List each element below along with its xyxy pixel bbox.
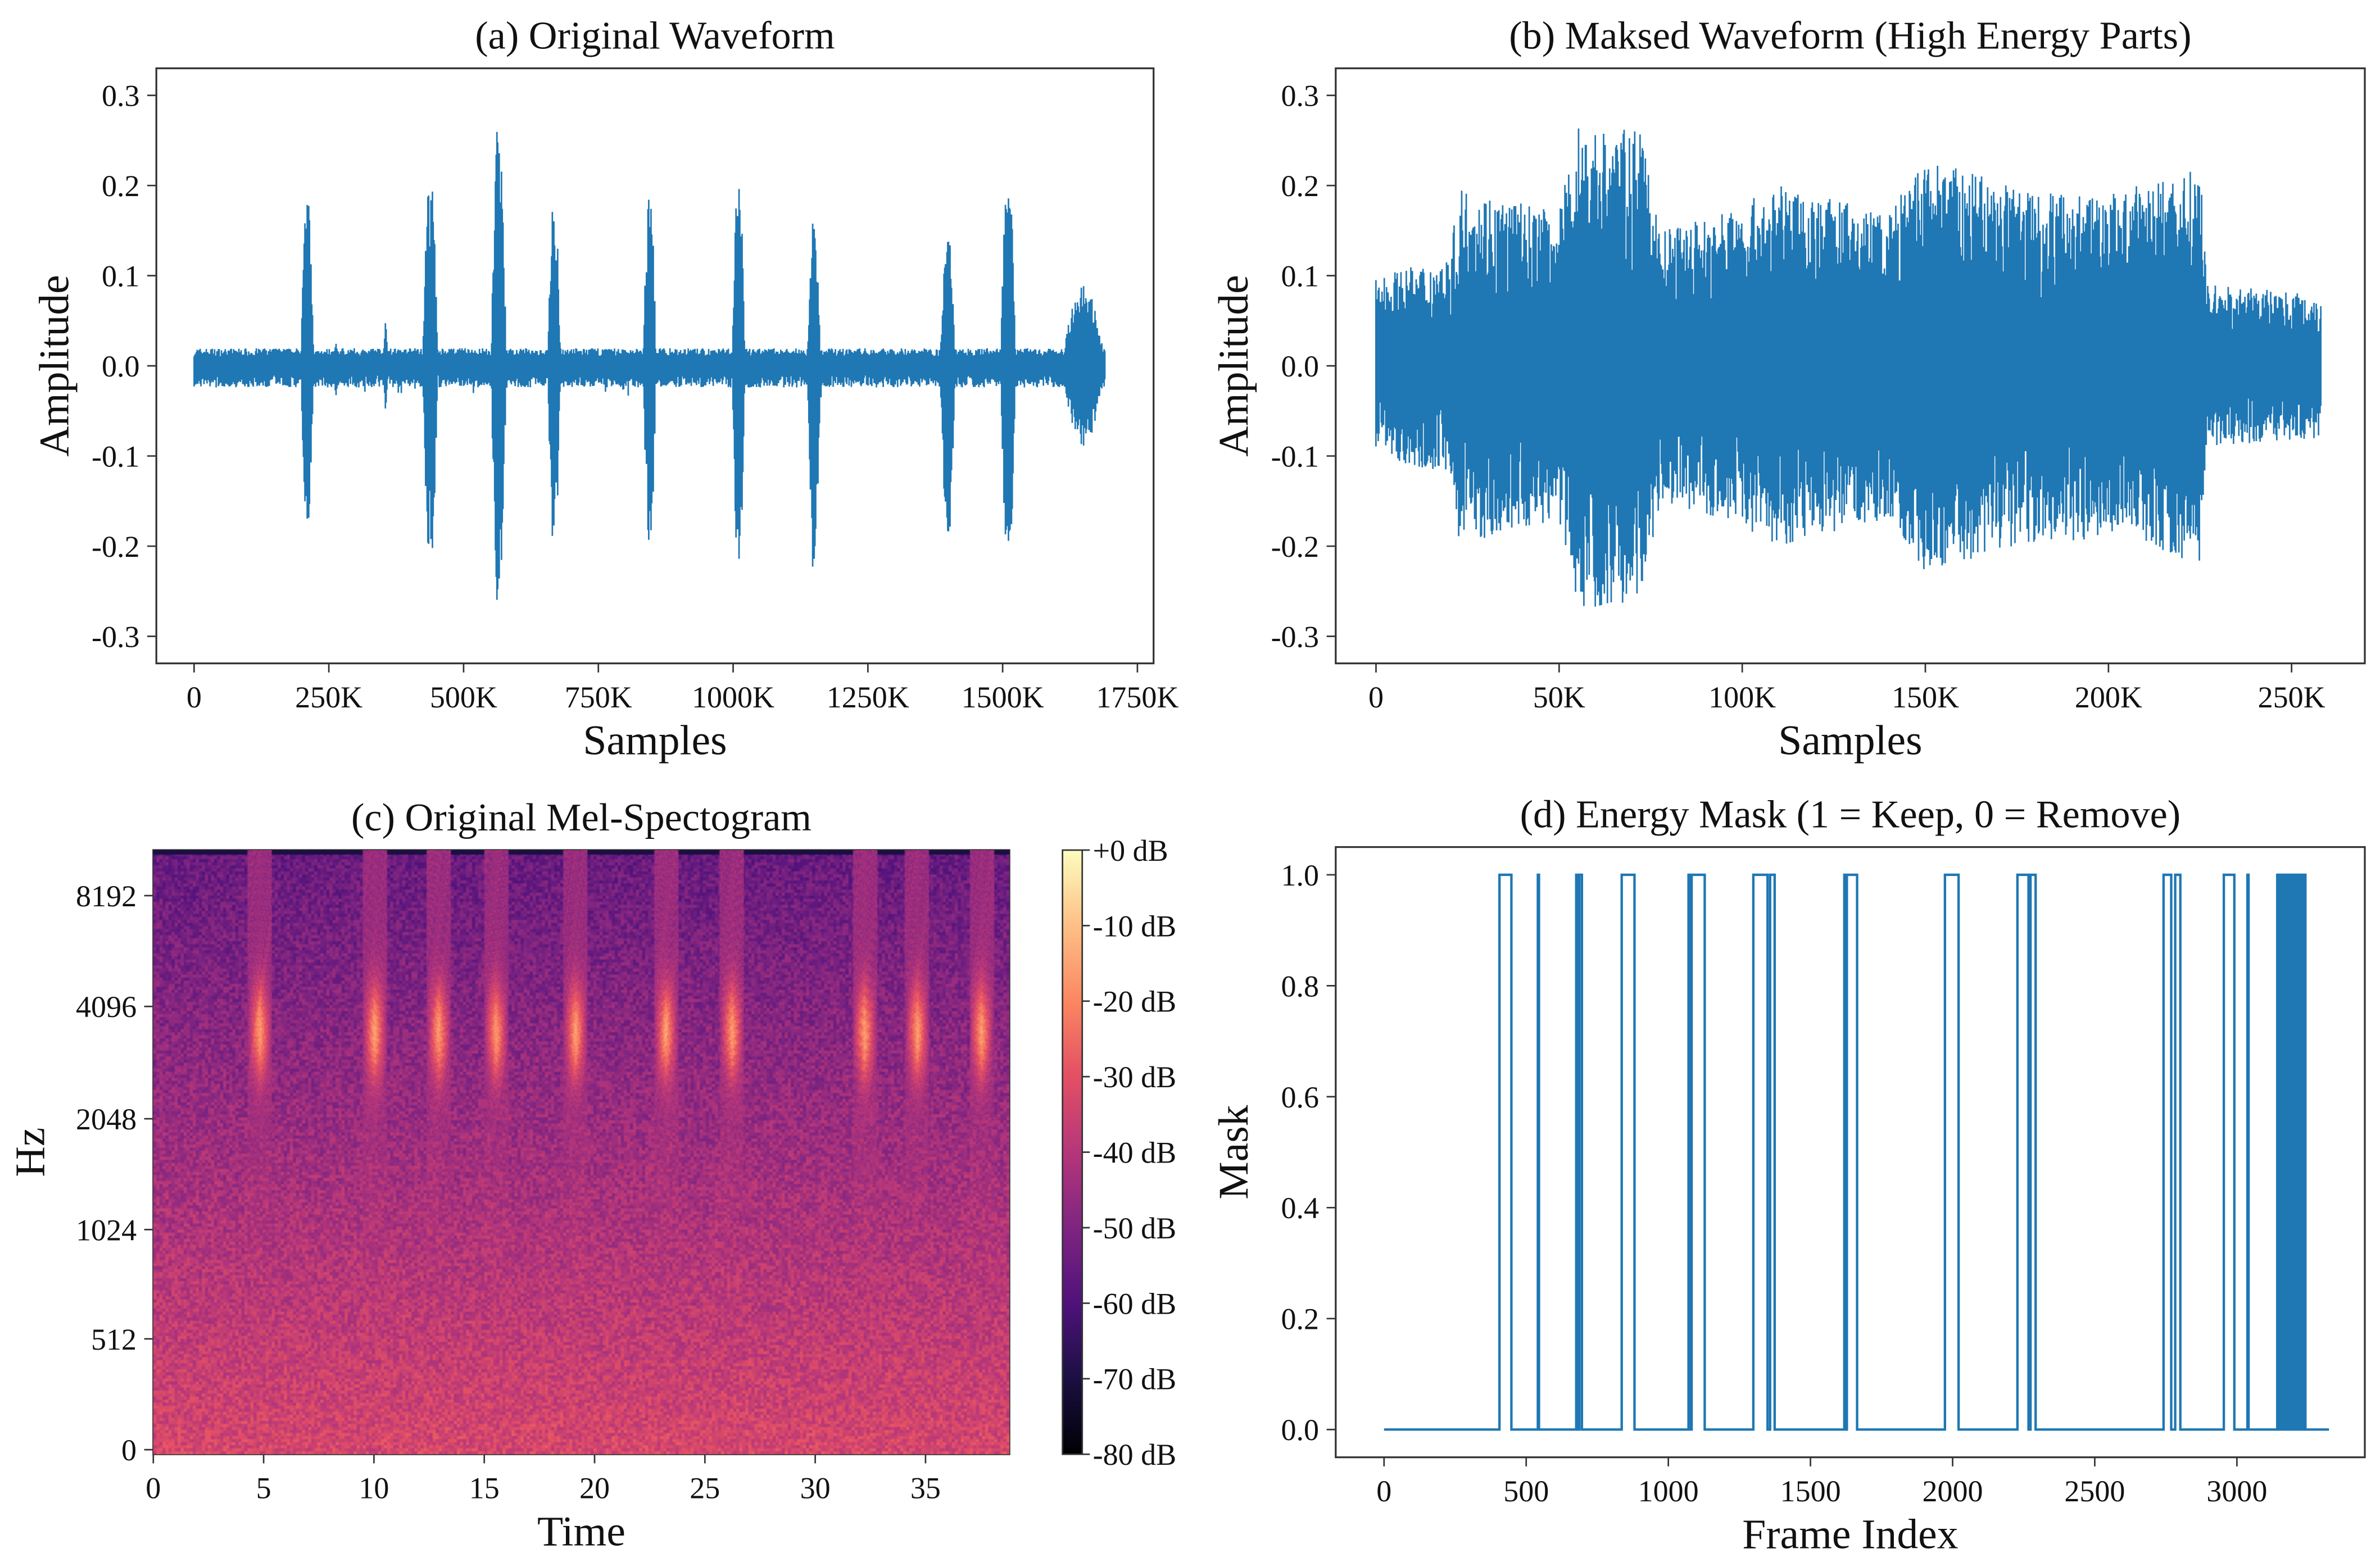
x-axis-label: Samples [1778,718,1922,764]
y-tick-label: -0.1 [1271,439,1320,473]
x-tick-label: 250K [295,680,362,714]
colorbar-gradient [1062,849,1084,1455]
x-tick-label: 5 [256,1472,271,1505]
y-tick-label: 8192 [76,879,137,913]
y-tick-label: 0.0 [102,349,140,383]
x-tick-label: 500K [430,680,497,714]
x-tick-label: 1000K [692,680,774,714]
x-tick-label: 3000 [2206,1474,2267,1508]
x-tick-label: 50K [1533,680,1585,714]
y-tick-label: 1.0 [1281,859,1320,892]
subplot-title: (d) Energy Mask (1 = Keep, 0 = Remove) [1520,792,2181,836]
subplot-title: (b) Maksed Waveform (High Energy Parts) [1509,13,2191,57]
y-tick-label: 0.0 [1281,1413,1320,1447]
y-tick-label: 4096 [76,990,137,1024]
y-tick-label: -0.1 [92,439,140,473]
x-axis-label: Time [537,1508,625,1555]
x-tick-label: 500 [1503,1474,1549,1508]
y-tick-label: -0.3 [92,620,140,653]
subplot-c: (c) Original Mel-Spectogram 0 5 10 15 20 25 30 3… [7,796,1010,1555]
subplot-title: (a) Original Waveform [475,13,835,57]
x-tick-label: 1250K [827,680,909,714]
subplot-a: (a) Original Waveform 0.3 0.2 0.1 0.0 -0.1 -0.… [31,13,1179,764]
axes-frame [1335,67,2366,665]
x-tick-label: 150K [1892,680,1959,714]
y-tick-label: 512 [91,1323,137,1356]
x-tick-label: 30 [800,1472,831,1505]
x-tick-label: 0 [187,680,202,714]
y-tick-label: 1024 [76,1213,137,1247]
x-tick-label: 1500 [1780,1474,1841,1508]
subplot-b: (b) Maksed Waveform (High Energy Parts) 0… [1211,13,2366,764]
y-tick-label: 0.0 [1281,349,1320,383]
x-tick-label: 20 [579,1472,610,1505]
subplot-d: (d) Energy Mask (1 = Keep, 0 = Remove) 0.… [1211,792,2366,1558]
colorbar-label: +0 dB [1093,834,1168,868]
y-axis-label: Amplitude [31,275,78,457]
axes-frame [1335,846,2366,1459]
colorbar: +0 dB -10 dB -20 dB -30 dB -40 dB -50 dB -60 d… [1062,834,1177,1472]
y-tick-label: -0.2 [92,530,140,564]
x-tick-label: 2500 [2064,1474,2125,1508]
x-tick-label: 1750K [1096,680,1178,714]
colorbar-label: -60 dB [1093,1287,1177,1320]
y-tick-label: 0.1 [102,260,140,293]
x-tick-label: 0 [1376,1474,1391,1508]
x-tick-label: 100K [1708,680,1776,714]
x-axis-label: Frame Index [1742,1511,1958,1558]
y-tick-label: 0.2 [102,169,140,203]
dense-mask-region [2277,874,2306,1430]
x-tick-label: 2000 [1922,1474,1983,1508]
x-tick-label: 0 [1368,680,1384,714]
x-tick-label: 1500K [962,680,1044,714]
axes-frame [155,67,1155,665]
y-tick-label: -0.2 [1271,530,1320,564]
y-axis-label: Amplitude [1211,275,1257,457]
y-tick-label: 0.3 [1281,79,1320,113]
y-tick-label: 0.6 [1281,1080,1320,1114]
colorbar-label: -50 dB [1093,1211,1177,1245]
y-axis-label: Hz [7,1127,53,1177]
x-tick-label: 250K [2258,680,2325,714]
colorbar-label: -40 dB [1093,1136,1177,1169]
colorbar-label: -70 dB [1093,1363,1177,1396]
x-axis-label: Samples [583,718,727,764]
mask-line [1384,873,2329,1431]
waveform-line [193,131,1106,600]
x-tick-label: 15 [469,1472,500,1505]
mel-spectrogram-heatmap [153,850,1010,1455]
y-tick-label: 2048 [76,1102,137,1136]
colorbar-label: -10 dB [1093,909,1177,943]
y-axis-label: Mask [1211,1105,1257,1199]
y-tick-label: 0 [121,1433,137,1467]
y-tick-label: 0.4 [1281,1191,1320,1225]
colorbar-label: -80 dB [1093,1438,1177,1472]
x-tick-label: 25 [690,1472,720,1505]
y-tick-label: 0.8 [1281,969,1320,1003]
colorbar-label: -30 dB [1093,1060,1177,1094]
x-tick-label: 750K [565,680,632,714]
subplot-title: (c) Original Mel-Spectogram [351,796,812,839]
y-tick-label: 0.3 [102,79,140,113]
x-tick-label: 10 [359,1472,389,1505]
x-tick-label: 35 [910,1472,941,1505]
masked-waveform-line [1375,128,2322,607]
y-tick-label: 0.2 [1281,1302,1320,1336]
y-tick-label: 0.2 [1281,169,1320,203]
y-tick-label: 0.1 [1281,260,1320,293]
x-tick-label: 1000 [1638,1474,1699,1508]
x-tick-label: 0 [146,1472,161,1505]
y-tick-label: -0.3 [1271,620,1320,653]
colorbar-label: -20 dB [1093,985,1177,1019]
x-tick-label: 200K [2075,680,2142,714]
